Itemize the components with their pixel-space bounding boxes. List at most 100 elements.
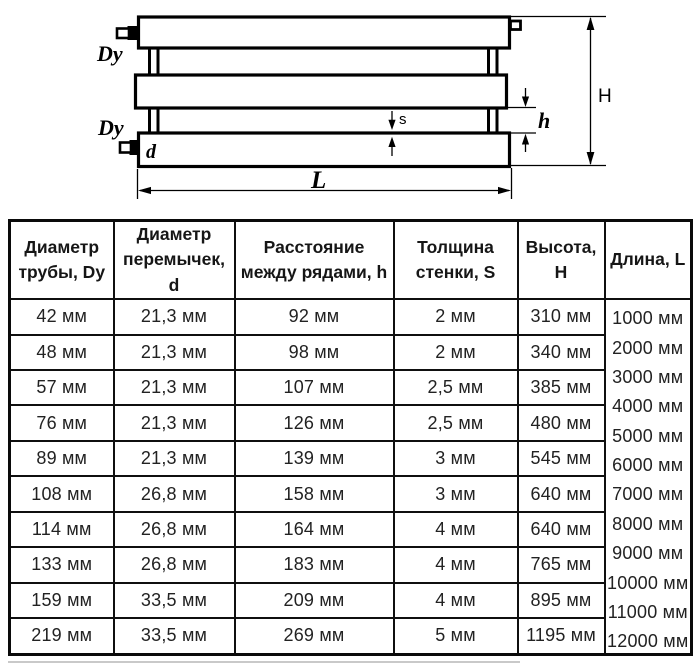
column-header: Диаметр трубы, Dy — [8, 219, 115, 301]
arrow-down-icon — [586, 152, 595, 165]
bottom-edge-shadow — [8, 661, 520, 663]
table-cell: 2,5 мм — [392, 368, 519, 407]
length-value: 4000 мм — [612, 396, 684, 417]
dimensions-table-wrap: Диаметр трубы, Dy Диаметр перемычек, d Рас… — [8, 219, 693, 656]
table-row: 76 мм 21,3 мм 126 мм 2,5 мм 480 мм — [8, 404, 692, 442]
table-cell: 159 мм — [8, 581, 115, 620]
length-value: 10000 мм — [607, 572, 689, 593]
length-value: 6000 мм — [612, 455, 684, 476]
table-cell: 340 мм — [516, 333, 606, 372]
dimensions-table: Диаметр трубы, Dy Диаметр перемычек, d Рас… — [8, 219, 693, 656]
table-cell: 209 мм — [233, 581, 395, 620]
dimension-h — [505, 88, 536, 152]
table-cell: 219 мм — [8, 617, 115, 656]
label-dy-bottom: Dy — [97, 115, 124, 140]
table-row: 219 мм 33,5 мм 269 мм 5 мм 1195 мм — [8, 617, 692, 656]
table-cell: 139 мм — [233, 439, 395, 478]
table-cell: 2 мм — [392, 298, 519, 336]
table-cell: 4 мм — [392, 581, 519, 620]
arrow-down-icon — [388, 119, 396, 130]
table-cell: 640 мм — [516, 475, 606, 513]
stub-top-left-block — [127, 26, 139, 40]
label-h: h — [538, 108, 550, 133]
dimension-H — [511, 15, 606, 167]
table-cell: 76 мм — [8, 404, 115, 442]
arrow-right-icon — [498, 186, 511, 195]
length-value: 9000 мм — [612, 543, 684, 564]
table-cell: 126 мм — [233, 404, 395, 442]
table-cell: 107 мм — [233, 368, 395, 407]
table-cell: 89 мм — [8, 439, 115, 478]
arrow-up-icon — [586, 17, 595, 30]
table-row: 48 мм 21,3 мм 98 мм 2 мм 340 мм — [8, 333, 692, 372]
table-cell: 33,5 мм — [112, 581, 236, 620]
table-row: 159 мм 33,5 мм 209 мм 4 мм 895 мм — [8, 581, 692, 620]
arrow-down-icon — [521, 96, 530, 107]
table-cell: 114 мм — [8, 510, 115, 549]
table-cell: 42 мм — [8, 298, 115, 336]
length-value: 5000 мм — [612, 425, 684, 446]
column-header: Высота, H — [516, 219, 606, 301]
table-cell: 21,3 мм — [112, 333, 236, 372]
table-cell: 21,3 мм — [112, 298, 236, 336]
column-header: Толщина стенки, S — [392, 219, 519, 301]
table-row: 42 мм 21,3 мм 92 мм 2 мм 310 мм 1000 мм 2000 м… — [8, 298, 693, 656]
label-s: s — [399, 111, 407, 128]
arrow-up-icon — [521, 133, 530, 145]
table-cell: 164 мм — [233, 510, 395, 549]
register-pipes — [133, 15, 512, 169]
length-value: 1000 мм — [612, 308, 684, 329]
table-cell: 21,3 мм — [112, 368, 236, 407]
table-cell: 385 мм — [516, 368, 606, 407]
table-cell: 48 мм — [8, 333, 115, 372]
pipe-top — [136, 15, 512, 50]
table-cell: 108 мм — [8, 475, 115, 513]
header-row: Диаметр трубы, Dy Диаметр перемычек, d Рас… — [8, 219, 693, 301]
length-value: 12000 мм — [607, 631, 689, 652]
stub-bottom-left — [118, 141, 133, 154]
table-cell: 3 мм — [392, 439, 519, 478]
table-cell: 26,8 мм — [112, 475, 236, 513]
table-cell: 21,3 мм — [112, 404, 236, 442]
pipe-middle — [133, 73, 509, 110]
table-cell: 640 мм — [516, 510, 606, 549]
table-cell: 1195 мм — [516, 617, 606, 656]
table-cell: 21,3 мм — [112, 439, 236, 478]
length-value: 11000 мм — [607, 602, 688, 623]
stub-top-right — [509, 19, 522, 31]
table-cell: 158 мм — [233, 475, 395, 513]
dimension-s — [388, 111, 396, 156]
stub-top-left — [115, 27, 131, 40]
table-cell: 26,8 мм — [112, 510, 236, 549]
table-row: 108 мм 26,8 мм 158 мм 3 мм 640 мм — [8, 475, 692, 513]
table-cell: 4 мм — [392, 546, 519, 584]
table-cell: 98 мм — [233, 333, 395, 372]
table-cell: 2 мм — [392, 333, 519, 372]
table-row: 114 мм 26,8 мм 164 мм 4 мм 640 мм — [8, 510, 692, 549]
column-header: Диаметр перемычек, d — [112, 219, 236, 301]
table-cell: 57 мм — [8, 368, 115, 407]
length-value: 8000 мм — [612, 513, 684, 534]
table-row: 133 мм 26,8 мм 183 мм 4 мм 765 мм — [8, 546, 692, 584]
table-row: 57 мм 21,3 мм 107 мм 2,5 мм 385 мм — [8, 368, 692, 407]
table-cell: 480 мм — [516, 404, 606, 442]
length-list: 1000 мм 2000 мм 3000 мм 4000 мм 5000 мм 6000 … — [607, 304, 689, 652]
label-L: L — [310, 167, 326, 194]
label-dy-top: Dy — [96, 41, 123, 66]
table-cell: 310 мм — [516, 298, 606, 336]
arrow-up-icon — [388, 136, 396, 147]
label-H: H — [598, 86, 612, 107]
register-diagram: H h s L Dy Dy d — [96, 15, 612, 199]
arrow-left-icon — [138, 186, 151, 195]
pipe-bottom — [136, 131, 512, 169]
table-cell: 4 мм — [392, 510, 519, 549]
table-cell: 183 мм — [233, 546, 395, 584]
length-value: 3000 мм — [612, 366, 684, 387]
table-cell: 5 мм — [392, 617, 519, 656]
pipe-stubs — [115, 19, 522, 155]
table-cell: 3 мм — [392, 475, 519, 513]
table-cell: 92 мм — [233, 298, 395, 336]
table-cell: 33,5 мм — [112, 617, 236, 656]
stub-bottom-left-block — [129, 140, 139, 155]
table-cell: 895 мм — [516, 581, 606, 620]
